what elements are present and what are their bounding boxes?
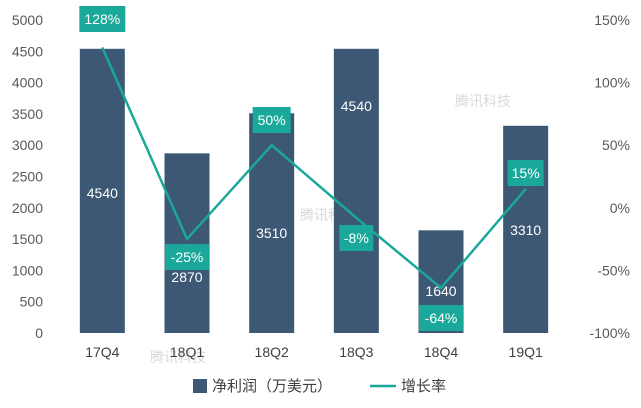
left-axis-tick-label: 0 bbox=[35, 325, 43, 341]
bar-18Q2 bbox=[249, 113, 295, 333]
rate-value-label: -8% bbox=[344, 230, 369, 246]
bar-value-label: 1640 bbox=[425, 283, 456, 299]
bar-series bbox=[79, 48, 549, 334]
bar-value-label: 4540 bbox=[341, 98, 372, 114]
category-label: 18Q2 bbox=[255, 344, 289, 360]
left-axis: 0 500 1000 1500 2000 2500 3000 3500 4000 4500 5000 bbox=[12, 12, 43, 341]
line-data-labels: 128% -25% 50% -8% -64% 15% bbox=[79, 6, 544, 331]
rate-label-box bbox=[79, 6, 126, 32]
rate-label-box bbox=[339, 225, 374, 251]
right-axis-tick-label: 100% bbox=[594, 75, 630, 91]
rate-value-label: -64% bbox=[425, 310, 458, 326]
watermark-text: 腾讯科技 bbox=[455, 93, 511, 110]
left-axis-tick-label: 1000 bbox=[12, 262, 43, 278]
rate-value-label: 15% bbox=[512, 165, 540, 181]
bar-17Q4 bbox=[79, 48, 125, 334]
left-axis-tick-label: 5000 bbox=[12, 12, 43, 28]
category-axis: 17Q4 18Q1 18Q2 18Q3 18Q4 19Q1 bbox=[85, 344, 543, 360]
left-axis-tick-label: 500 bbox=[20, 294, 44, 310]
legend: 净利润（万美元） 增长率 bbox=[193, 377, 446, 395]
watermark-text: 腾讯科技 bbox=[150, 349, 206, 366]
rate-value-label: 128% bbox=[84, 11, 120, 27]
bar-value-label: 4540 bbox=[87, 185, 118, 201]
bar-value-label: 3510 bbox=[256, 225, 287, 241]
category-label: 17Q4 bbox=[85, 344, 119, 360]
left-axis-tick-label: 4000 bbox=[12, 75, 43, 91]
rate-label-box bbox=[165, 244, 209, 270]
rate-label-box bbox=[419, 305, 463, 331]
legend-bar-swatch bbox=[193, 379, 207, 393]
left-axis-tick-label: 3500 bbox=[12, 106, 43, 122]
rate-value-label: -25% bbox=[171, 249, 204, 265]
bar-data-labels: 4540 2870 3510 4540 1640 3310 bbox=[87, 98, 542, 299]
bar-18Q1 bbox=[164, 153, 210, 333]
right-axis-tick-label: -50% bbox=[597, 262, 630, 278]
right-axis-tick-label: 50% bbox=[602, 137, 630, 153]
left-axis-tick-label: 1500 bbox=[12, 231, 43, 247]
right-axis-tick-label: -100% bbox=[590, 325, 630, 341]
bar-value-label: 3310 bbox=[510, 222, 541, 238]
left-axis-tick-label: 2500 bbox=[12, 169, 43, 185]
right-axis-tick-label: 150% bbox=[594, 12, 630, 28]
growth-rate-line bbox=[101, 47, 527, 290]
right-axis-tick-label: 0% bbox=[610, 200, 630, 216]
category-label: 18Q4 bbox=[424, 344, 458, 360]
line-series bbox=[101, 47, 527, 290]
left-axis-tick-label: 2000 bbox=[12, 200, 43, 216]
legend-bar-label: 净利润（万美元） bbox=[212, 377, 332, 395]
category-label: 18Q1 bbox=[170, 344, 204, 360]
category-label: 18Q3 bbox=[339, 344, 373, 360]
rate-label-box bbox=[252, 107, 291, 133]
bar-18Q3 bbox=[333, 48, 379, 334]
rate-label-box bbox=[507, 160, 544, 186]
rate-value-label: 50% bbox=[258, 112, 286, 128]
left-axis-tick-label: 3000 bbox=[12, 137, 43, 153]
bar-value-label: 2870 bbox=[171, 269, 202, 285]
left-axis-tick-label: 4500 bbox=[12, 43, 43, 59]
right-axis: -100% -50% 0% 50% 100% 150% bbox=[590, 12, 630, 341]
category-label: 19Q1 bbox=[509, 344, 543, 360]
legend-line-label: 增长率 bbox=[401, 377, 446, 395]
